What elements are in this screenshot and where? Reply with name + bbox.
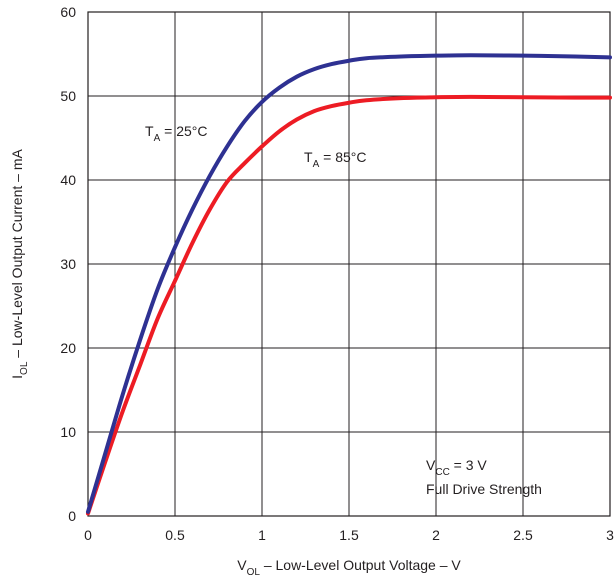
- x-tick-label: 2: [432, 527, 440, 543]
- y-tick-label: 60: [60, 4, 76, 20]
- x-tick-label: 1: [258, 527, 266, 543]
- y-tick-labels: 0 10 20 30 40 50 60: [60, 4, 76, 524]
- y-tick-label: 50: [60, 88, 76, 104]
- annotation-drive-strength: Full Drive Strength: [426, 481, 542, 497]
- x-tick-labels: 0 0.5 1 1.5 2 2.5 3: [84, 527, 614, 543]
- annotation-vcc: VCC = 3 V: [426, 457, 487, 478]
- x-tick-label: 2.5: [513, 527, 533, 543]
- series-lines: [86, 53, 612, 516]
- y-axis-label: IOL – Low-Level Output Current – mA: [9, 149, 30, 379]
- x-tick-label: 1.5: [339, 527, 359, 543]
- y-tick-label: 10: [60, 424, 76, 440]
- series-label-85c: TA = 85°C: [304, 149, 366, 170]
- x-tick-label: 3: [606, 527, 614, 543]
- x-tick-label: 0.5: [165, 527, 185, 543]
- y-tick-label: 30: [60, 256, 76, 272]
- y-tick-label: 0: [68, 508, 76, 524]
- x-axis-label: VOL – Low-Level Output Voltage – V: [237, 557, 461, 578]
- series-label-25c: TA = 25°C: [145, 123, 207, 144]
- series-line-85c: [86, 94, 612, 516]
- x-tick-label: 0: [84, 527, 92, 543]
- y-tick-label: 40: [60, 172, 76, 188]
- y-tick-label: 20: [60, 340, 76, 356]
- series-line-25c: [86, 53, 612, 514]
